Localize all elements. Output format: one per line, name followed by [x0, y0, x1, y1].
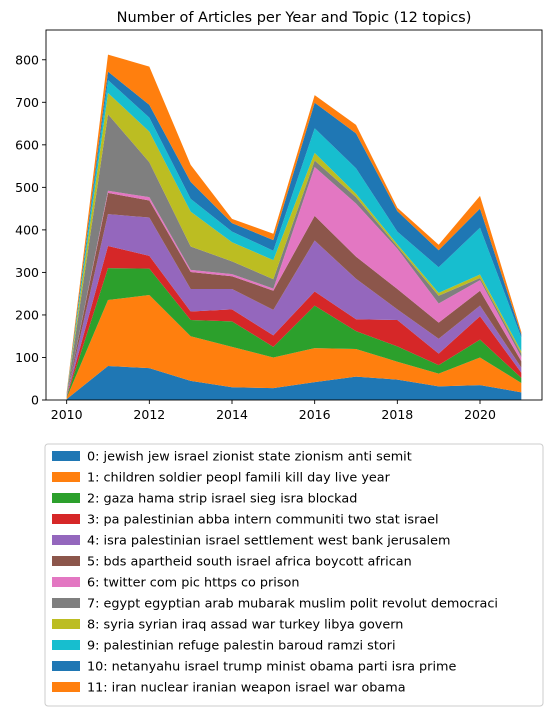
- stacked-areas: [67, 55, 522, 400]
- legend-swatch: [52, 535, 80, 545]
- legend-swatch: [52, 493, 80, 503]
- legend-entry-label: 6: twitter com pic https co prison: [87, 576, 299, 591]
- x-axis: 2010 2012 2014 2016 2018 2020: [51, 400, 496, 422]
- legend-swatch: [52, 472, 80, 482]
- legend-entry-label: 5: bds apartheid south israel africa boy…: [87, 555, 412, 570]
- legend-entry-label: 9: palestinian refuge palestin baroud ra…: [87, 639, 396, 654]
- y-tick-label: 100: [15, 350, 39, 365]
- legend-entry-label: 2: gaza hama strip israel sieg isra bloc…: [87, 492, 357, 507]
- legend-entry-label: 10: netanyahu israel trump minist obama …: [87, 660, 456, 675]
- y-tick-label: 700: [15, 95, 39, 110]
- legend-entry-label: 1: children soldier peopl famili kill da…: [87, 471, 391, 486]
- x-tick-label: 2020: [464, 407, 496, 422]
- y-tick-label: 600: [15, 137, 39, 152]
- y-tick-label: 800: [15, 52, 39, 67]
- legend-swatch: [52, 598, 80, 608]
- legend-entry-label: 8: syria syrian iraq assad war turkey li…: [87, 618, 403, 633]
- legend-swatch: [52, 577, 80, 587]
- legend: 0: jewish jew israel zionist state zioni…: [45, 444, 543, 706]
- y-tick-label: 200: [15, 307, 39, 322]
- x-tick-label: 2014: [216, 407, 248, 422]
- legend-entry-label: 4: isra palestinian israel settlement we…: [87, 534, 450, 549]
- y-tick-label: 500: [15, 180, 39, 195]
- legend-swatch: [52, 451, 80, 461]
- legend-swatch: [52, 514, 80, 524]
- x-tick-label: 2016: [299, 407, 331, 422]
- y-axis: 0 100 200 300 400 500 600 700 800: [15, 52, 46, 407]
- legend-entry-label: 3: pa palestinian abba intern communiti …: [87, 513, 439, 528]
- legend-swatch: [52, 556, 80, 566]
- legend-entry-label: 11: iran nuclear iranian weapon israel w…: [87, 681, 406, 696]
- legend-entry-label: 0: jewish jew israel zionist state zioni…: [87, 450, 412, 465]
- chart-title: Number of Articles per Year and Topic (1…: [117, 10, 472, 26]
- x-tick-label: 2012: [133, 407, 165, 422]
- legend-swatch: [52, 640, 80, 650]
- y-tick-label: 400: [15, 222, 39, 237]
- legend-swatch: [52, 682, 80, 692]
- x-tick-label: 2018: [381, 407, 413, 422]
- legend-swatch: [52, 661, 80, 671]
- legend-swatch: [52, 619, 80, 629]
- legend-entry-label: 7: egypt egyptian arab mubarak muslim po…: [87, 597, 498, 612]
- y-tick-label: 300: [15, 265, 39, 280]
- y-tick-label: 0: [31, 393, 39, 408]
- x-tick-label: 2010: [51, 407, 83, 422]
